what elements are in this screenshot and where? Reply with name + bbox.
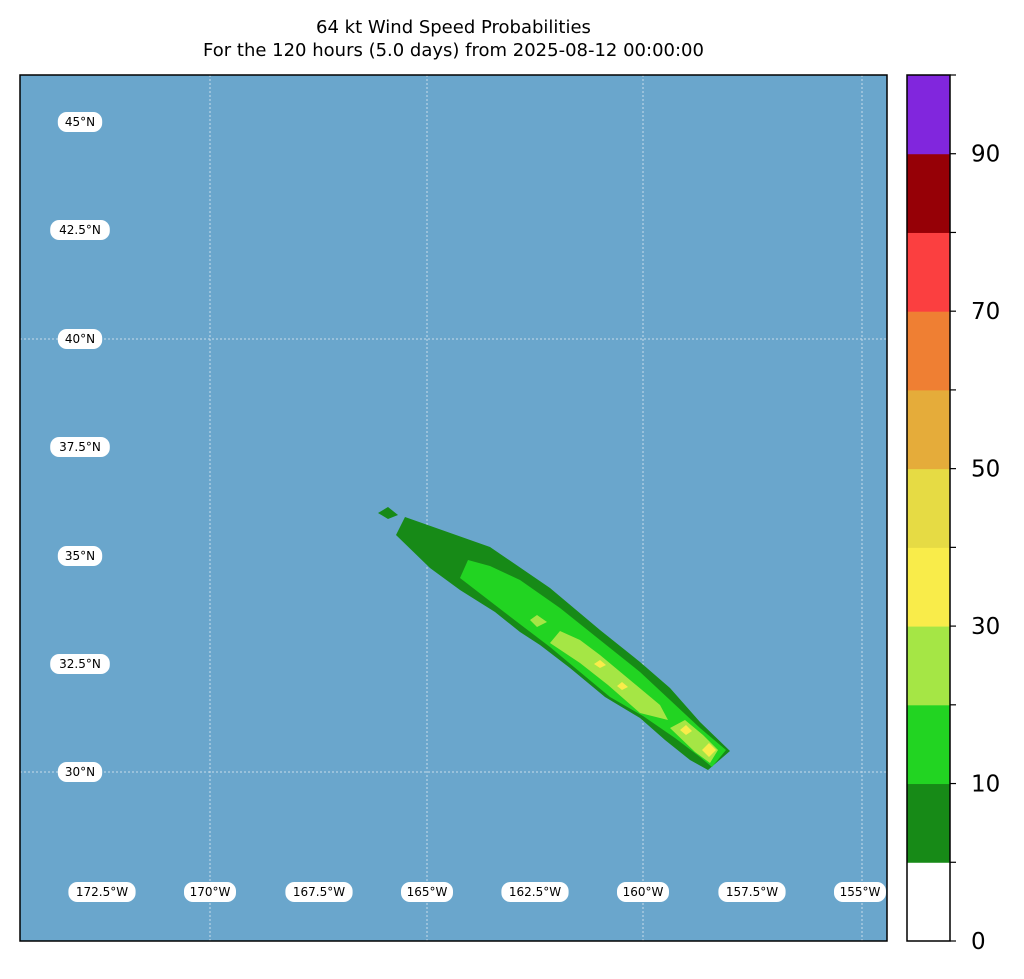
lat-label-bg: [50, 220, 110, 240]
lon-label-bg: [184, 882, 236, 902]
band-30-40-d: [702, 743, 716, 757]
colorbar-segment: [907, 389, 950, 470]
lon-label: 172.5°W: [68, 882, 136, 902]
colorbar-ticks: 0 10 30 50 70 90: [950, 74, 1000, 955]
lon-label-text: 157.5°W: [726, 885, 778, 899]
colorbar-segment: [907, 232, 950, 312]
lat-label-text: 30°N: [65, 765, 95, 779]
lon-label-text: 162.5°W: [509, 885, 561, 899]
colorbar-tick-label: 70: [971, 299, 1000, 325]
band-30-40-b: [617, 682, 628, 690]
lon-label: 157.5°W: [718, 882, 786, 902]
colorbar-segment: [907, 783, 950, 863]
colorbar-tick-label: 10: [971, 772, 1000, 798]
lat-label: 37.5°N: [50, 437, 110, 457]
lat-label: 35°N: [57, 546, 103, 566]
lon-label: 170°W: [184, 882, 236, 902]
colorbar-segment: [907, 547, 950, 627]
probability-swath: [378, 507, 730, 770]
colorbar-segment: [907, 626, 950, 706]
lat-label: 32.5°N: [50, 654, 110, 674]
lat-label-bg: [57, 112, 103, 132]
lon-label-text: 172.5°W: [76, 885, 128, 899]
lon-label-bg: [285, 882, 353, 902]
lat-label: 45°N: [57, 112, 103, 132]
map-frame: [19, 74, 888, 942]
lon-label-text: 167.5°W: [293, 885, 345, 899]
colorbar: [906, 74, 951, 942]
lat-label: 40°N: [57, 329, 103, 349]
band-30-40-c: [680, 725, 692, 735]
latitude-labels: 45°N 42.5°N 40°N 37.5°N 35°N 32.5°N 30°N: [50, 112, 110, 782]
colorbar-segment: [907, 153, 950, 233]
lat-label-text: 42.5°N: [59, 223, 101, 237]
colorbar-tick-label: 30: [971, 614, 1000, 640]
colorbar-segment: [907, 75, 950, 155]
lat-label-text: 35°N: [65, 549, 95, 563]
lon-label-text: 165°W: [407, 885, 448, 899]
lon-label: 165°W: [401, 882, 453, 902]
gridlines: [20, 75, 887, 941]
colorbar-tick-label: 50: [971, 457, 1000, 483]
lat-label-text: 37.5°N: [59, 440, 101, 454]
chart-subtitle: For the 120 hours (5.0 days) from 2025-0…: [203, 40, 704, 61]
lat-label: 42.5°N: [50, 220, 110, 240]
colorbar-segment: [907, 862, 950, 942]
lon-label-text: 160°W: [623, 885, 664, 899]
lon-label: 162.5°W: [501, 882, 569, 902]
colorbar-segment: [907, 468, 950, 548]
colorbar-segment: [907, 704, 950, 785]
lon-label: 155°W: [834, 882, 886, 902]
chart-title: 64 kt Wind Speed Probabilities: [316, 17, 591, 38]
lon-label-bg: [68, 882, 136, 902]
lon-label-bg: [834, 882, 886, 902]
lon-label-text: 170°W: [190, 885, 231, 899]
band-20-30: [550, 631, 668, 720]
lon-label: 167.5°W: [285, 882, 353, 902]
lat-label-bg: [57, 546, 103, 566]
lat-label-text: 40°N: [65, 332, 95, 346]
lon-label-bg: [718, 882, 786, 902]
lon-label-bg: [501, 882, 569, 902]
band-20-30-a: [530, 615, 547, 627]
lat-label-bg: [57, 329, 103, 349]
band-0-10-fragment: [378, 507, 398, 519]
lat-label-bg: [57, 762, 103, 782]
lat-label-bg: [50, 654, 110, 674]
colorbar-segment: [907, 311, 950, 391]
colorbar-frame: [906, 74, 951, 942]
lat-label-text: 32.5°N: [59, 657, 101, 671]
colorbar-tick-label: 90: [971, 142, 1000, 168]
lon-label: 160°W: [617, 882, 669, 902]
band-30-40-a: [594, 660, 606, 668]
lon-label-bg: [617, 882, 669, 902]
ocean-background: [20, 75, 887, 941]
lat-label-bg: [50, 437, 110, 457]
longitude-labels: 172.5°W 170°W 167.5°W 165°W 162.5°W 160°W 157.…: [68, 882, 886, 902]
colorbar-tick-label: 0: [971, 929, 986, 955]
lat-label-text: 45°N: [65, 115, 95, 129]
lat-label: 30°N: [57, 762, 103, 782]
lon-label-text: 155°W: [840, 885, 881, 899]
lon-label-bg: [401, 882, 453, 902]
